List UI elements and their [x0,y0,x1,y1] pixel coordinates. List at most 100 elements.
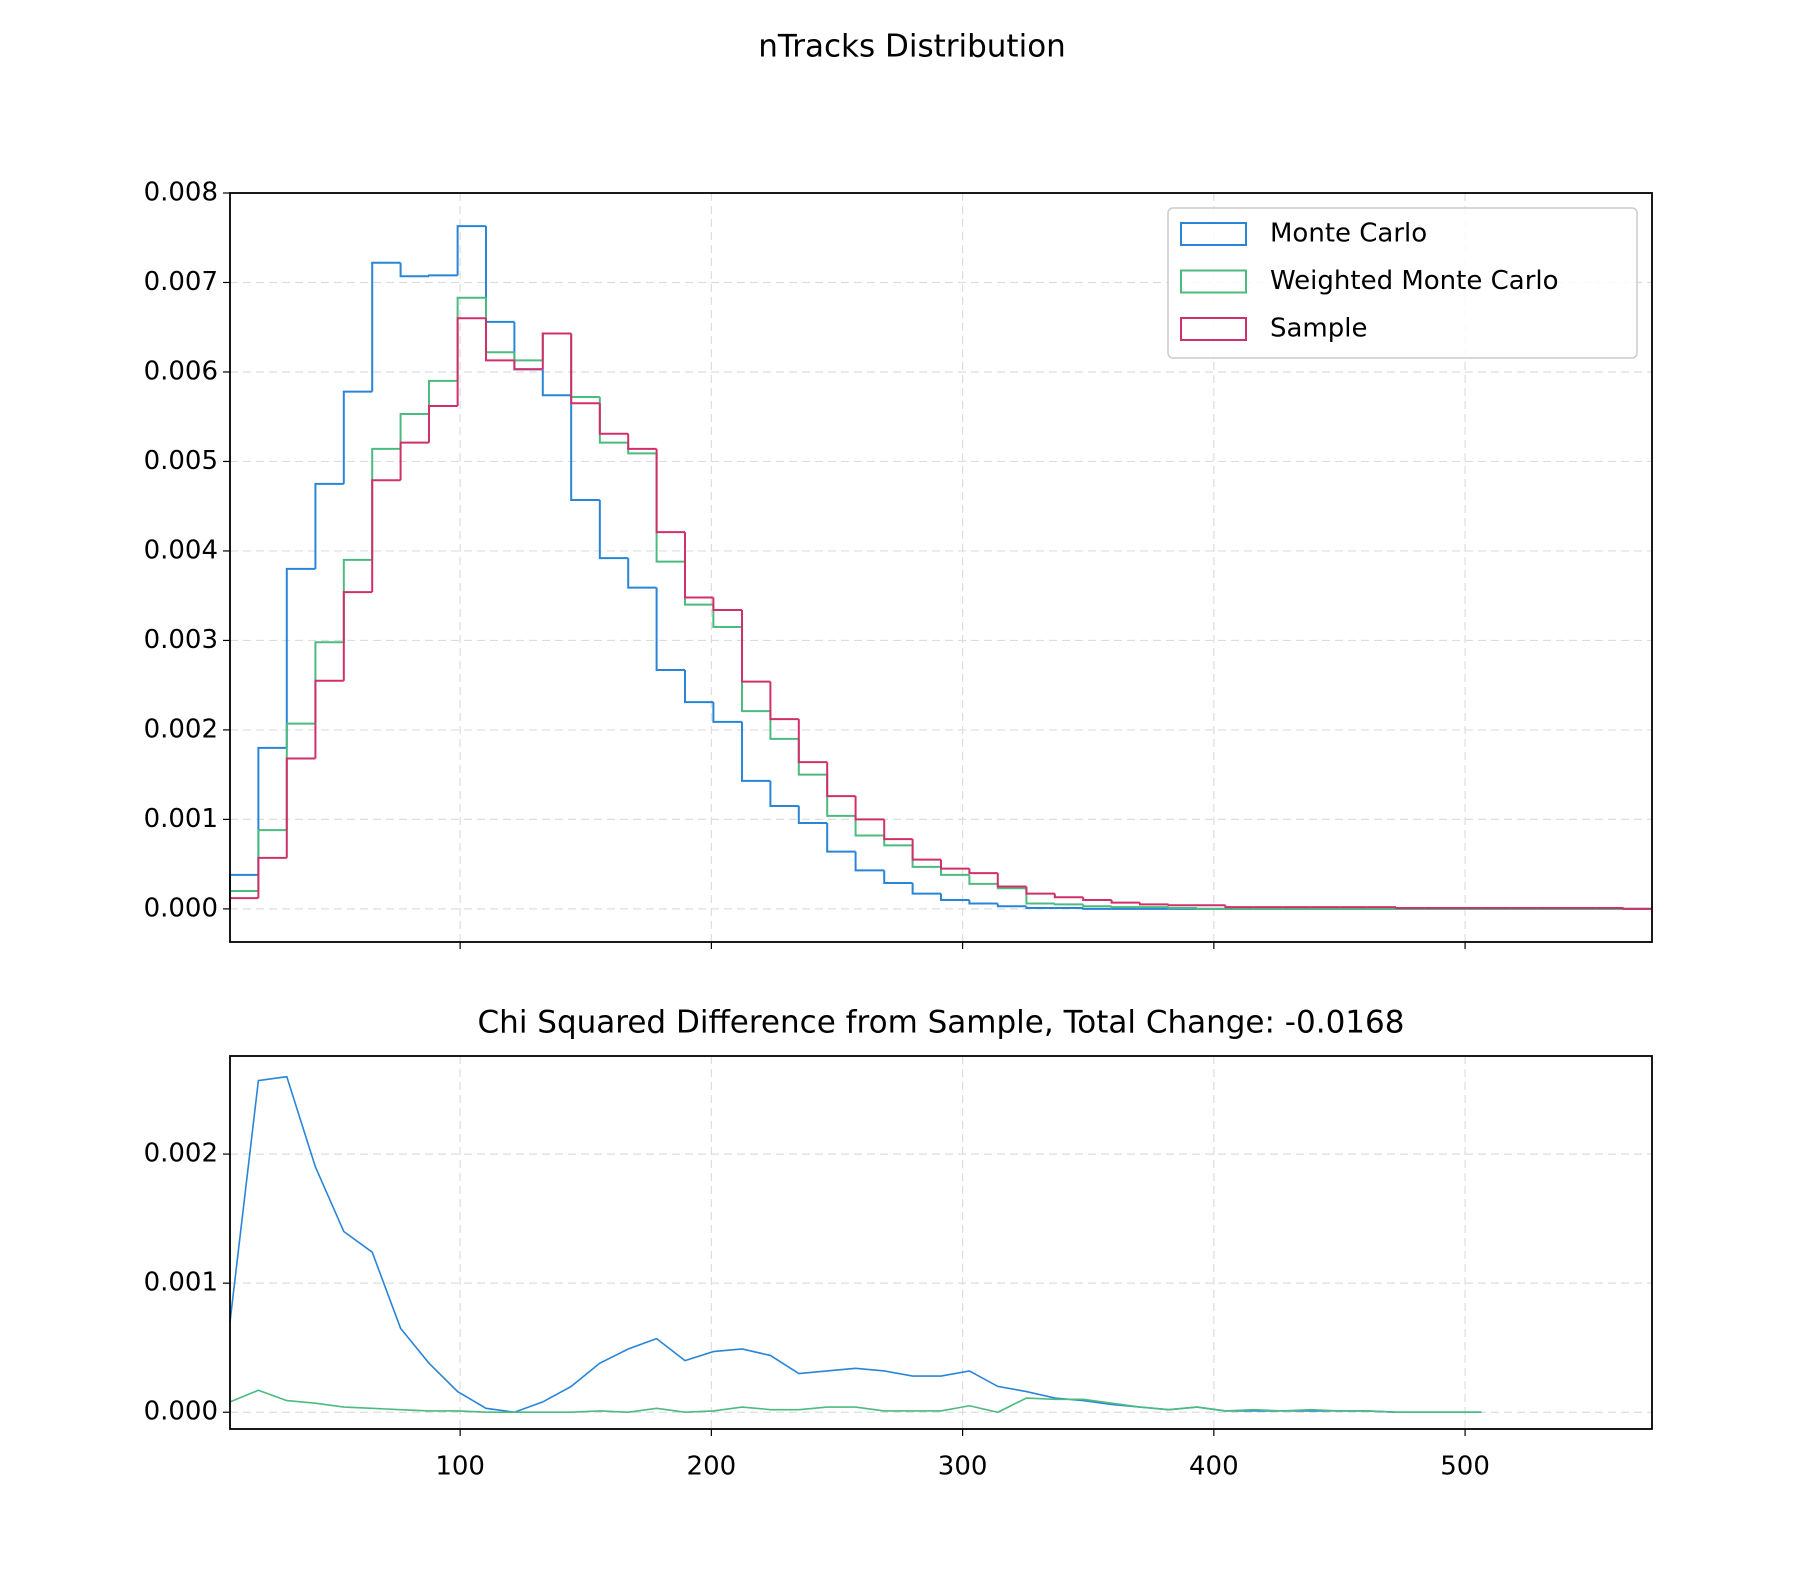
hist-bin [769,681,799,721]
hist-bin [1394,906,1425,909]
hist-bin [1082,904,1112,908]
y-tick-label: 0.000 [144,1397,218,1427]
hist-bin [371,479,401,593]
legend-box [1167,207,1638,359]
x-tick-label: 100 [435,1452,485,1482]
hist-bin [399,441,429,481]
hist-bin [314,482,344,569]
hist-bin [1025,886,1055,895]
y-tick-label: 0.007 [144,267,218,297]
hist-bin [996,903,1027,908]
hist-bin [883,819,913,841]
hist-bin [655,448,685,534]
hist-bin [1053,893,1084,899]
series-line [229,1389,1482,1414]
hist-bin [1110,899,1140,904]
legend-swatch [1180,222,1247,246]
hist-bin [1622,907,1652,910]
hist-bin [598,499,629,560]
hist-bin [968,899,998,905]
hist-bin [541,332,572,370]
y-tick-label: 0.004 [144,535,218,565]
y-tick-label: 0.003 [144,625,218,655]
hist-bin [598,403,629,435]
hist-bin [797,805,828,824]
hist-bin [968,874,998,885]
hist-bin [513,360,543,371]
y-tick-label: 0.001 [144,1268,218,1298]
hist-bin [456,225,487,276]
y-tick-label: 0.002 [144,714,218,744]
hist-bin [1138,902,1169,906]
hist-bin [712,604,743,629]
hist-bin [371,261,401,392]
hist-bin [570,333,600,405]
hist-bin [911,882,941,895]
hist-bin [883,870,913,884]
hist-bin [342,591,373,681]
x-tick-label: 300 [938,1452,988,1482]
hist-bin [570,395,600,501]
y-tick-label: 0.002 [144,1139,218,1169]
axes-frame [229,192,1653,943]
y-tick-label: 0.005 [144,446,218,476]
hist-bin [940,893,970,901]
x-tick-label: 400 [1189,1452,1239,1482]
hist-bin [314,679,344,759]
hist-bin [854,815,885,837]
legend-label: Sample [1270,314,1368,344]
hist-bin [826,822,856,853]
legend-swatch [1180,317,1247,341]
hist-bin [427,274,458,277]
hist-bin [1224,905,1254,909]
hist-bin [541,369,572,397]
hist-bin [826,762,856,798]
y-tick-label: 0.000 [144,893,218,923]
legend-label: Weighted Monte Carlo [1270,266,1559,296]
hist-bin [399,262,429,278]
hist-bin [968,868,998,875]
hist-bin [342,390,373,484]
hist-bin [1167,906,1198,909]
hist-bin [712,597,743,612]
figure-title: nTracks Distribution [758,29,1066,65]
hist-bin [257,856,287,899]
hist-bin [1025,906,1055,909]
hist-bin [769,711,799,740]
hist-bin [911,839,941,861]
hist-bin [285,757,316,858]
axes-title: Chi Squared Difference from Sample, Tota… [478,1005,1405,1041]
hist-bin [485,318,515,362]
x-tick-label: 200 [687,1452,737,1482]
hist-bin [285,567,316,748]
hist-bin [683,669,714,704]
legend-swatch [1180,269,1247,294]
hist-bin [940,859,970,870]
y-tick-label: 0.008 [144,178,218,208]
hist-bin [712,702,743,723]
hist-bin [1082,907,1112,910]
plot-area [229,225,1652,910]
hist-bin [741,610,771,683]
hist-bin [1196,907,1226,910]
y-tick-label: 0.006 [144,356,218,386]
hist-bin [399,413,429,449]
legend-label: Monte Carlo [1270,219,1427,249]
hist-bin [1167,904,1198,907]
axes-frame [229,1055,1653,1430]
hist-bin [1053,903,1084,906]
hist-bin [769,780,799,807]
hist-bin [854,796,885,821]
y-tick-label: 0.001 [144,804,218,834]
hist-bin [683,532,714,599]
x-tick-label: 500 [1440,1452,1490,1482]
hist-bin [741,721,771,782]
hist-bin [456,317,487,406]
hist-bin [797,719,828,764]
hist-bin [627,558,657,589]
hist-bin [854,851,885,872]
legend: Monte Carlo Weighted Monte Carlo Sample [1167,207,1638,359]
hist-bin [655,587,685,671]
hist-bin [427,404,458,443]
